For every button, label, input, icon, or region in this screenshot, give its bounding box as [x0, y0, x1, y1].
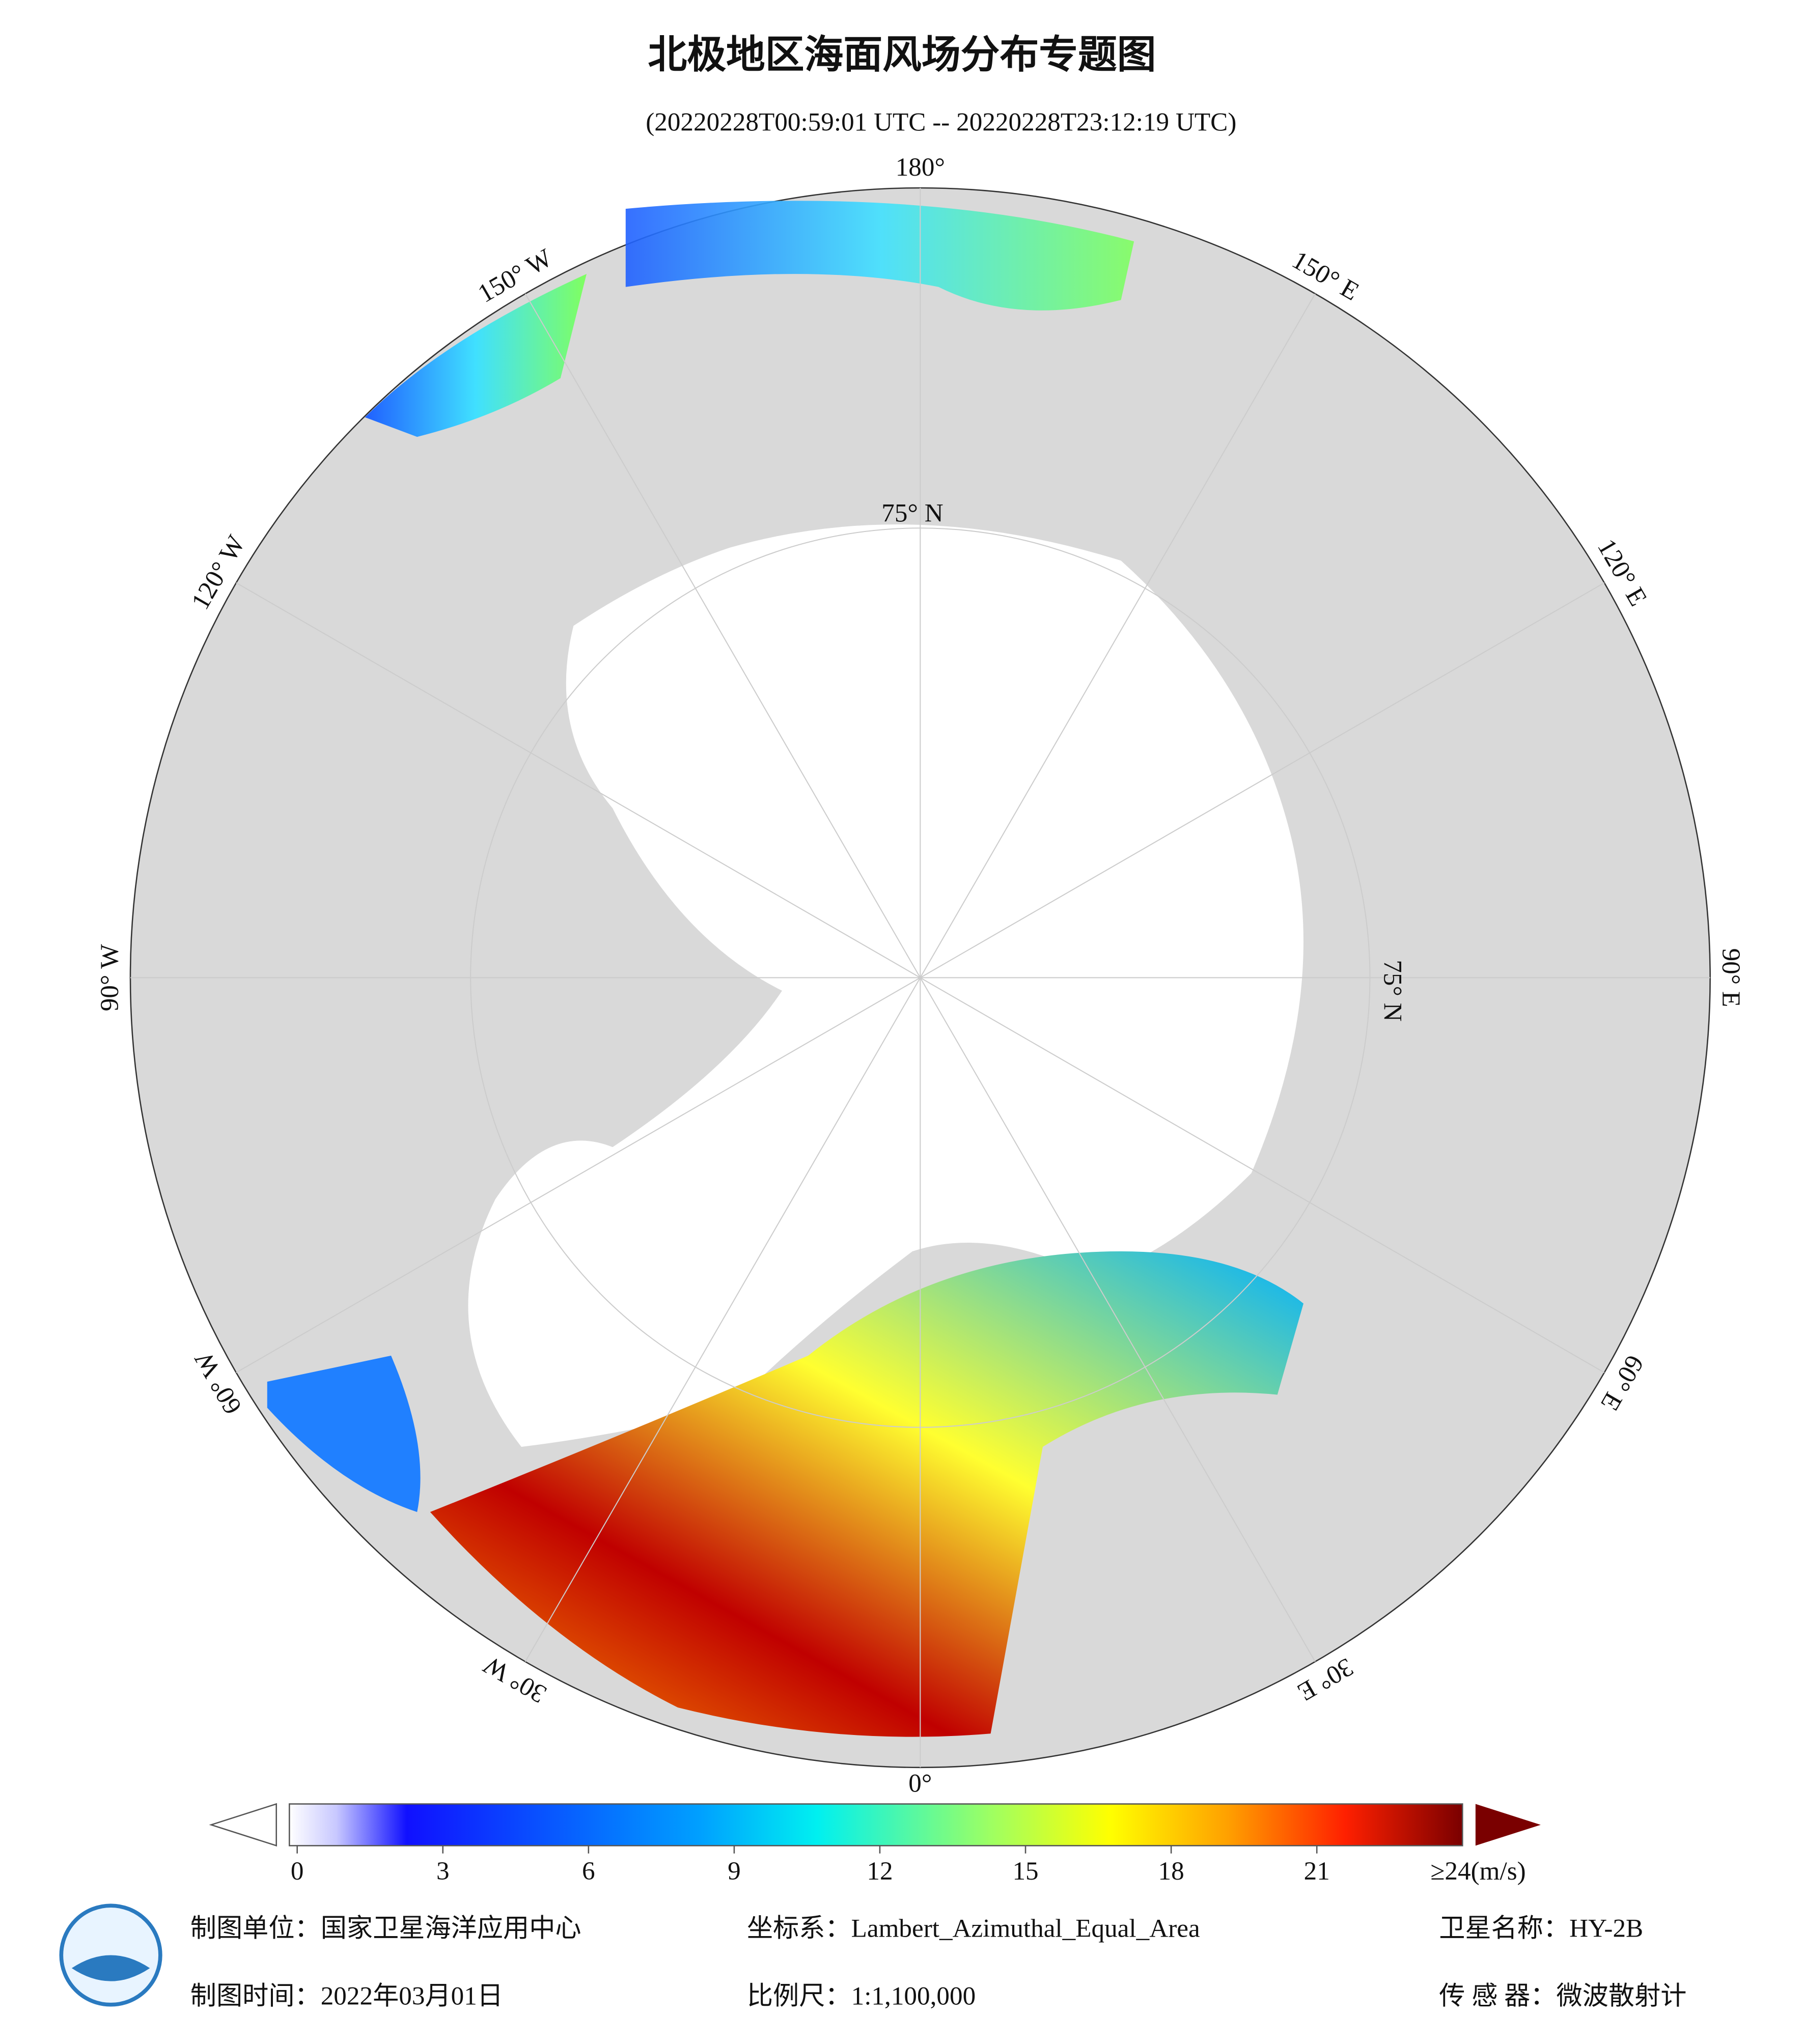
meridian [524, 977, 921, 1662]
colorbar-tick-label: 21 [1304, 1857, 1330, 1886]
footer-date: 制图时间：2022年03月01日 [190, 1982, 503, 2011]
longitude-label: 0° [908, 1769, 932, 1798]
ocean [468, 524, 1303, 1447]
subtitle: (20220228T00:59:01 UTC -- 20220228T23:12… [646, 107, 1236, 136]
meridian [524, 293, 921, 978]
colorbar-tick-label: 15 [1012, 1857, 1038, 1886]
wind-swath [267, 1355, 421, 1513]
wind-swath [625, 201, 1134, 311]
footer-crs: 坐标系：Lambert_Azimuthal_Equal_Area [747, 1914, 1200, 1943]
colorbar-tick-label: 3 [436, 1857, 450, 1886]
meridian [920, 977, 1605, 1374]
meridian [920, 977, 1316, 1662]
footer-unit: 制图单位：国家卫星海洋应用中心 [190, 1914, 581, 1943]
colorbar-tick-label: 12 [867, 1857, 893, 1886]
graticule [130, 188, 1710, 1768]
latitude-label: 75° N [881, 498, 943, 527]
meridian [920, 293, 1316, 978]
colorbar [289, 1803, 1463, 1846]
latitude-label: 75° N [1378, 960, 1407, 1021]
meridian [920, 582, 1605, 978]
longitude-label: 90° E [1716, 948, 1745, 1007]
colorbar-tick-label: 18 [1158, 1857, 1184, 1886]
colorbar-min-arrow [209, 1803, 277, 1847]
colorbar-tick-label: 0 [291, 1857, 304, 1886]
colorbar-max-label: ≥24(m/s) [1430, 1857, 1525, 1886]
colorbar-max-arrow [1475, 1804, 1541, 1846]
title: 北极地区海面风场分布专题图 [648, 34, 1156, 77]
meridian [236, 977, 921, 1374]
colorbar-tick-label: 6 [582, 1857, 595, 1886]
footer-sensor: 传 感 器：微波散射计 [1439, 1982, 1686, 2011]
map [129, 187, 1711, 1769]
longitude-label: 180° [896, 153, 945, 182]
meridian [236, 582, 921, 978]
wind-swath [430, 1251, 1303, 1737]
footer-satellite: 卫星名称：HY-2B [1439, 1914, 1643, 1943]
footer-scale: 比例尺：1:1,100,000 [747, 1982, 976, 2011]
longitude-label: 90° W [95, 944, 124, 1012]
logo [59, 1903, 162, 2007]
colorbar-tick-label: 9 [728, 1857, 741, 1886]
wind-swath [365, 274, 587, 437]
